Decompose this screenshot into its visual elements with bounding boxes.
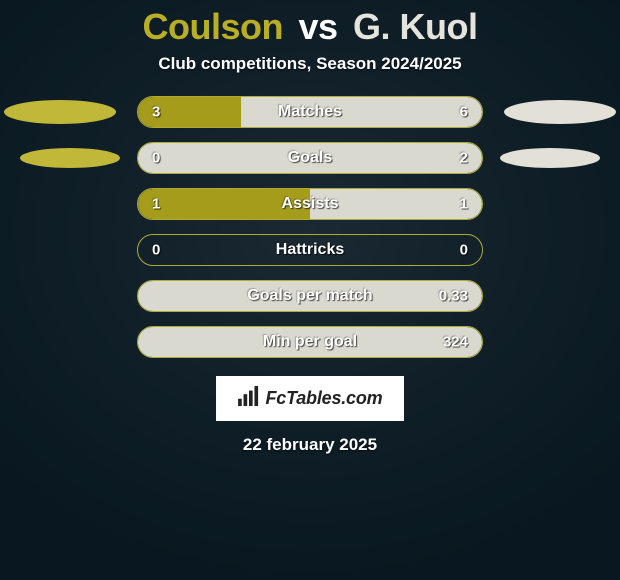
stat-value-right: 6: [460, 104, 468, 121]
stat-label: Goals per match: [247, 287, 372, 305]
stat-value-right: 0: [460, 242, 468, 259]
stat-value-right: 1: [460, 196, 468, 213]
stat-value-right: 324: [443, 334, 468, 351]
stat-bar: 1 1 Assists: [137, 188, 483, 220]
stat-row: 1 1 Assists: [0, 188, 620, 220]
stat-bar: 324 Min per goal: [137, 326, 483, 358]
stat-value-left: 1: [152, 196, 160, 213]
chart-icon: [238, 386, 260, 411]
stat-row: 0.33 Goals per match: [0, 280, 620, 312]
stat-label: Goals: [288, 149, 332, 167]
stat-value-left: 3: [152, 104, 160, 121]
stat-row: 324 Min per goal: [0, 326, 620, 358]
badge-text: FcTables.com: [266, 388, 383, 409]
subtitle: Club competitions, Season 2024/2025: [158, 54, 461, 74]
stat-value-right: 0.33: [439, 288, 468, 305]
content-wrapper: Coulson vs G. Kuol Club competitions, Se…: [0, 0, 620, 580]
stat-label: Hattricks: [276, 241, 344, 259]
player1-marker: [4, 100, 116, 124]
stat-row: 0 0 Hattricks: [0, 234, 620, 266]
stat-value-left: 0: [152, 242, 160, 259]
stats-area: 3 6 Matches 0 2 Goals 1 1 Assists 0 0 Hattricks 0.33…: [0, 96, 620, 358]
stat-bar: 0 0 Hattricks: [137, 234, 483, 266]
stat-label: Matches: [278, 103, 342, 121]
stat-value-right: 2: [460, 150, 468, 167]
stat-bar: 0 2 Goals: [137, 142, 483, 174]
stat-row: 3 6 Matches: [0, 96, 620, 128]
stat-value-left: 0: [152, 150, 160, 167]
player1-name: Coulson: [142, 6, 282, 47]
stat-bar: 3 6 Matches: [137, 96, 483, 128]
stat-label: Min per goal: [263, 333, 357, 351]
stat-bar: 0.33 Goals per match: [137, 280, 483, 312]
stat-label: Assists: [282, 195, 339, 213]
stat-row: 0 2 Goals: [0, 142, 620, 174]
vs-text: vs: [298, 6, 337, 47]
player2-marker: [504, 100, 616, 124]
player2-marker: [500, 148, 600, 168]
player1-marker: [20, 148, 120, 168]
player2-name: G. Kuol: [353, 6, 478, 47]
date-text: 22 february 2025: [243, 435, 377, 455]
comparison-title: Coulson vs G. Kuol: [142, 6, 477, 48]
fctables-badge[interactable]: FcTables.com: [216, 376, 405, 421]
